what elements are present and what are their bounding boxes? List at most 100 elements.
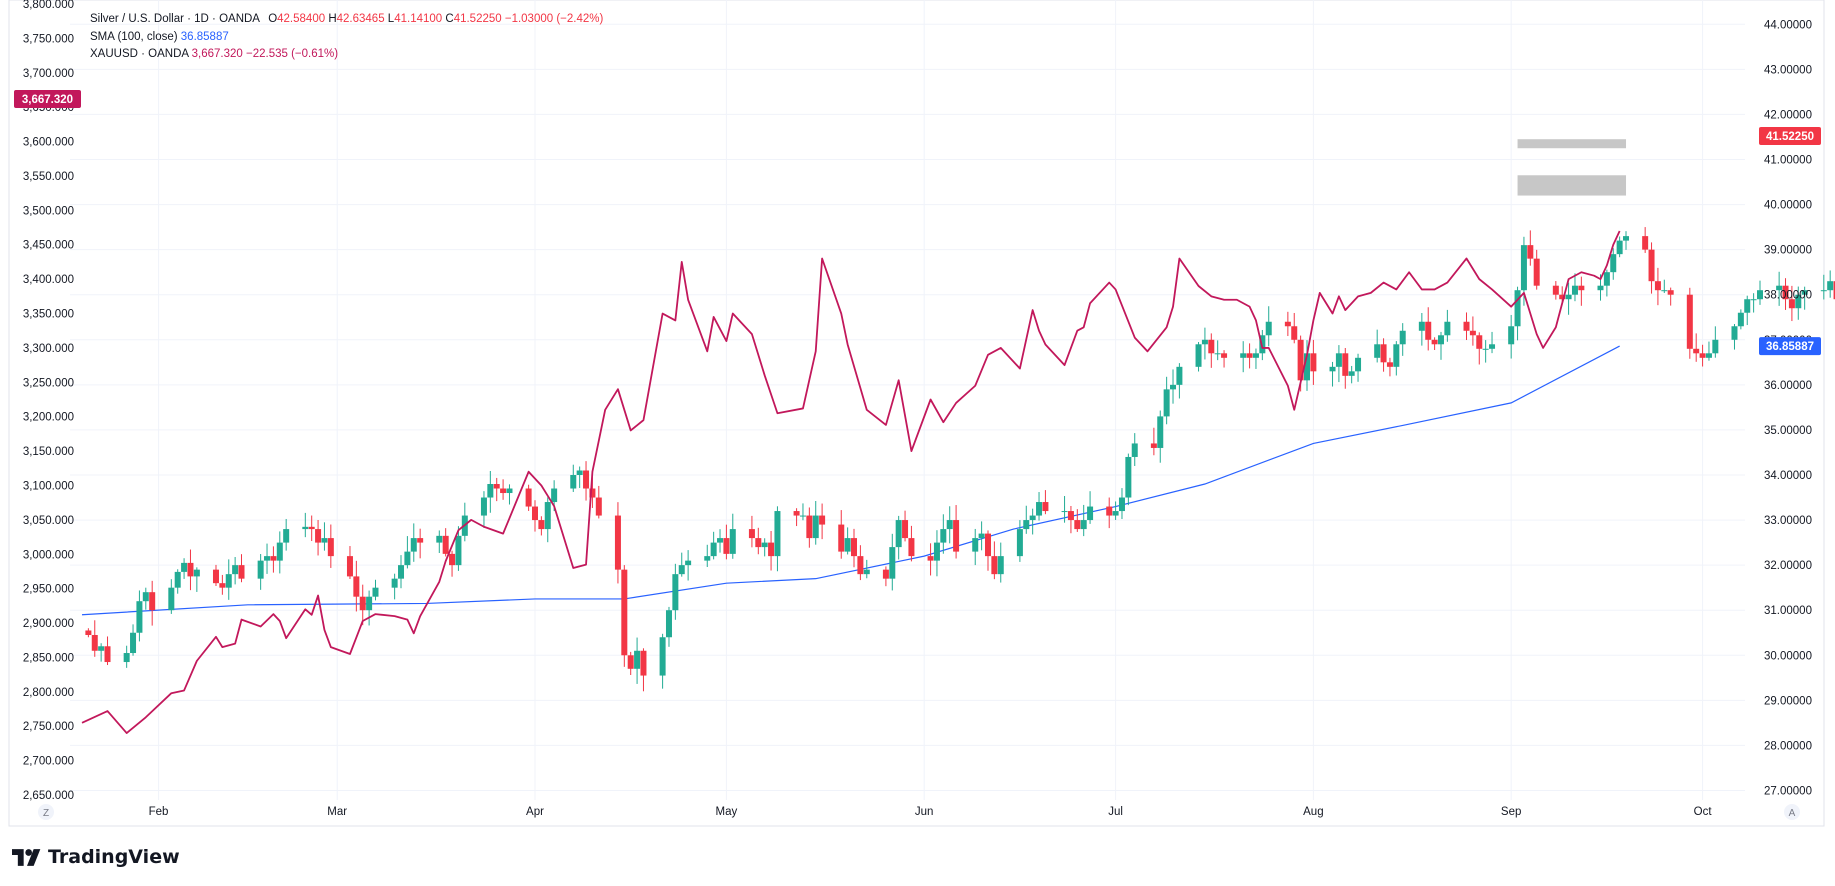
candle-body: [595, 497, 602, 516]
candle: [372, 579, 379, 601]
candle: [1348, 365, 1355, 384]
candle: [1744, 295, 1751, 326]
xauusd-line-path: [81, 230, 1621, 734]
candle: [1693, 333, 1700, 362]
candle: [595, 485, 602, 519]
candle: [1750, 293, 1757, 313]
candle: [276, 531, 283, 574]
candle: [1067, 505, 1074, 534]
candle-body: [1284, 321, 1291, 327]
sma-value: 36.85887: [180, 30, 229, 43]
candle: [1559, 286, 1566, 302]
candle: [1195, 342, 1202, 372]
low-value: 41.14100: [394, 13, 443, 25]
candle-body: [1348, 371, 1355, 376]
candle: [710, 531, 717, 560]
silver-price-badge: 41.52250: [1759, 126, 1821, 145]
candle-body: [793, 511, 800, 516]
candle-body: [1214, 353, 1221, 355]
candle-body: [1705, 353, 1712, 358]
candle-body: [1648, 249, 1655, 282]
candle-body: [487, 484, 494, 498]
a-button[interactable]: A: [1784, 804, 1800, 820]
z-button[interactable]: Z: [38, 804, 54, 820]
candle: [1489, 331, 1496, 354]
tradingview-brand[interactable]: TradingView: [12, 846, 180, 868]
candle-body: [851, 538, 858, 557]
candle: [685, 550, 692, 581]
candle: [1757, 280, 1763, 305]
left-axis-tick-label: 3,300.000: [23, 343, 74, 355]
candle: [933, 530, 940, 577]
compare-change: −22.535 (−0.61%): [246, 48, 339, 60]
left-axis-tick-label: 3,250.000: [23, 377, 74, 389]
candle: [442, 528, 449, 557]
sma-label[interactable]: SMA (100, close): [90, 30, 178, 43]
candle: [238, 554, 245, 583]
candle: [136, 590, 143, 642]
candle-body: [1603, 272, 1610, 286]
candle: [1329, 361, 1336, 387]
candle: [997, 542, 1004, 583]
a-button-label: A: [1789, 808, 1796, 819]
candle: [927, 543, 934, 576]
candle: [104, 636, 111, 666]
candle: [1240, 341, 1247, 373]
candle: [895, 515, 902, 560]
candle-body: [1437, 335, 1444, 345]
candle-body: [544, 502, 551, 530]
candle-body: [1163, 389, 1170, 417]
x-axis-tick-label: Jun: [915, 806, 934, 818]
candle: [1355, 353, 1362, 382]
candle: [978, 521, 985, 551]
candle-body: [1036, 502, 1043, 516]
candle: [1731, 323, 1738, 350]
candle: [908, 525, 915, 562]
candle-body: [940, 529, 947, 543]
candle-body: [1304, 353, 1311, 381]
candle: [168, 579, 175, 614]
candle-body: [583, 470, 590, 489]
candle-body: [729, 529, 736, 554]
right-axis-tick-label: 38.00000: [1764, 290, 1812, 302]
right-axis-tick-label: 28.00000: [1764, 740, 1812, 752]
candle: [844, 527, 851, 555]
candle-body: [1118, 497, 1125, 512]
sma-price-badge-text: 36.85887: [1766, 341, 1814, 353]
right-axis-tick-label: 27.00000: [1764, 785, 1812, 797]
compare-label[interactable]: XAUUSD · OANDA: [90, 48, 189, 60]
candle: [493, 477, 500, 502]
x-axis-tick-label: May: [716, 806, 738, 818]
candle: [1042, 490, 1049, 515]
candle-body: [346, 556, 353, 577]
candle: [755, 527, 762, 555]
candle-body: [933, 542, 940, 561]
symbol-title[interactable]: Silver / U.S. Dollar · 1D · OANDA: [90, 13, 260, 25]
support-zone: [1517, 175, 1627, 196]
candle: [1074, 509, 1081, 532]
candle: [1374, 329, 1381, 363]
high-label: H: [328, 13, 337, 25]
candle-body: [1380, 344, 1387, 363]
right-axis-tick-label: 40.00000: [1764, 200, 1812, 212]
candle: [1610, 248, 1617, 280]
left-axis-tick-label: 3,400.000: [23, 274, 74, 286]
xauusd-price-badge-text: 3,667.320: [22, 94, 73, 106]
candle: [1514, 286, 1521, 341]
candle-body: [908, 538, 915, 557]
candle-body: [436, 535, 443, 543]
candle-body: [1559, 294, 1566, 300]
candle-body: [1693, 348, 1700, 354]
x-axis-tick-label: Aug: [1303, 806, 1323, 818]
candle-body: [1463, 321, 1470, 331]
candle: [212, 564, 219, 586]
candle: [302, 512, 309, 538]
a-button-bg: [1784, 804, 1800, 820]
z-button-label: Z: [43, 808, 49, 819]
candle: [972, 528, 979, 566]
candle: [98, 643, 105, 662]
candle-body: [1750, 299, 1757, 301]
support-zone: [1517, 139, 1627, 149]
candle: [181, 558, 188, 579]
